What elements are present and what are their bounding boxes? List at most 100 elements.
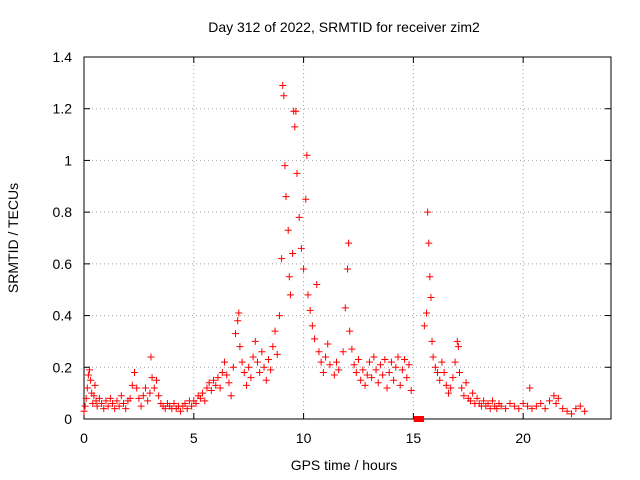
data-point <box>302 195 310 203</box>
data-point <box>225 379 233 387</box>
data-point <box>227 392 235 400</box>
data-point <box>203 384 211 392</box>
data-point <box>426 273 434 281</box>
data-point <box>188 402 196 410</box>
data-point <box>486 405 494 413</box>
data-point <box>425 239 433 247</box>
data-point <box>357 376 365 384</box>
data-point <box>161 405 169 413</box>
data-point <box>91 381 99 389</box>
data-point <box>510 402 518 410</box>
data-point <box>532 402 540 410</box>
data-point <box>344 265 351 273</box>
data-point <box>102 397 110 405</box>
data-point <box>537 399 545 407</box>
data-point <box>221 358 229 366</box>
data-point <box>458 384 466 392</box>
data-point <box>260 363 268 371</box>
data-point <box>407 387 415 395</box>
y-tick-label: 1 <box>64 152 72 168</box>
data-point <box>281 162 289 170</box>
data-point <box>330 371 338 379</box>
data-point <box>128 381 136 389</box>
data-point <box>258 348 266 356</box>
data-point <box>341 304 349 312</box>
data-point <box>423 309 431 317</box>
data-point <box>131 368 139 376</box>
data-point <box>376 361 384 369</box>
data-point <box>155 392 163 400</box>
data-point <box>469 389 477 397</box>
data-point <box>466 397 474 405</box>
data-point <box>363 371 371 379</box>
data-point <box>236 343 244 351</box>
data-point <box>240 368 248 376</box>
y-tick-label: 0.2 <box>53 359 73 375</box>
data-point <box>146 389 154 397</box>
data-point <box>303 151 311 159</box>
data-point <box>282 193 290 201</box>
data-point <box>438 358 446 366</box>
data-point <box>559 405 567 413</box>
data-point <box>455 368 463 376</box>
data-point <box>379 371 387 379</box>
data-point <box>147 353 155 361</box>
data-point <box>93 402 101 410</box>
data-points <box>80 81 589 422</box>
data-point <box>249 353 257 361</box>
data-point <box>552 399 560 407</box>
data-point <box>238 358 246 366</box>
data-point <box>524 402 532 410</box>
data-point <box>234 317 242 325</box>
data-point <box>262 376 270 384</box>
data-point <box>368 374 376 382</box>
data-point <box>183 405 191 413</box>
y-tick-label: 0.6 <box>53 256 73 272</box>
data-point <box>295 213 303 221</box>
data-point <box>335 366 343 374</box>
plot-frame <box>83 56 612 420</box>
data-point <box>502 405 510 413</box>
data-point <box>361 381 369 389</box>
data-point <box>111 405 119 413</box>
data-point <box>80 407 88 415</box>
axis-ticks: 0 0.2 0.4 0.6 0.8 1 1.2 1.4 0 5 10 15 20 <box>53 49 611 446</box>
y-tick-label: 1.2 <box>53 101 73 117</box>
data-point <box>218 368 226 376</box>
grid <box>84 57 611 419</box>
data-point <box>122 405 130 413</box>
data-point <box>264 356 272 364</box>
data-point <box>390 376 398 384</box>
data-point <box>104 402 112 410</box>
data-point <box>137 402 145 410</box>
data-point <box>85 366 93 374</box>
data-point <box>473 394 481 402</box>
data-point <box>87 376 95 384</box>
data-point <box>519 399 527 407</box>
data-point <box>383 384 391 392</box>
data-point <box>546 397 554 405</box>
data-point <box>144 397 152 405</box>
data-point <box>135 394 143 402</box>
data-point <box>279 81 287 89</box>
y-tick-label: 0.8 <box>53 204 73 220</box>
data-point <box>291 123 299 131</box>
data-point <box>572 405 580 413</box>
data-point <box>192 399 200 407</box>
data-point <box>424 208 432 216</box>
data-point <box>576 402 584 410</box>
data-point <box>247 374 255 382</box>
data-point <box>95 394 103 402</box>
x-tick-label: 15 <box>406 430 422 446</box>
data-point <box>436 376 444 384</box>
data-point <box>354 356 362 364</box>
data-point <box>253 358 261 366</box>
data-point <box>308 322 316 330</box>
data-point <box>528 405 536 413</box>
data-point <box>440 368 448 376</box>
data-point <box>442 381 450 389</box>
data-point <box>460 392 468 400</box>
data-point <box>285 273 293 281</box>
x-axis-label: GPS time / hours <box>291 457 398 473</box>
data-point <box>311 335 319 343</box>
